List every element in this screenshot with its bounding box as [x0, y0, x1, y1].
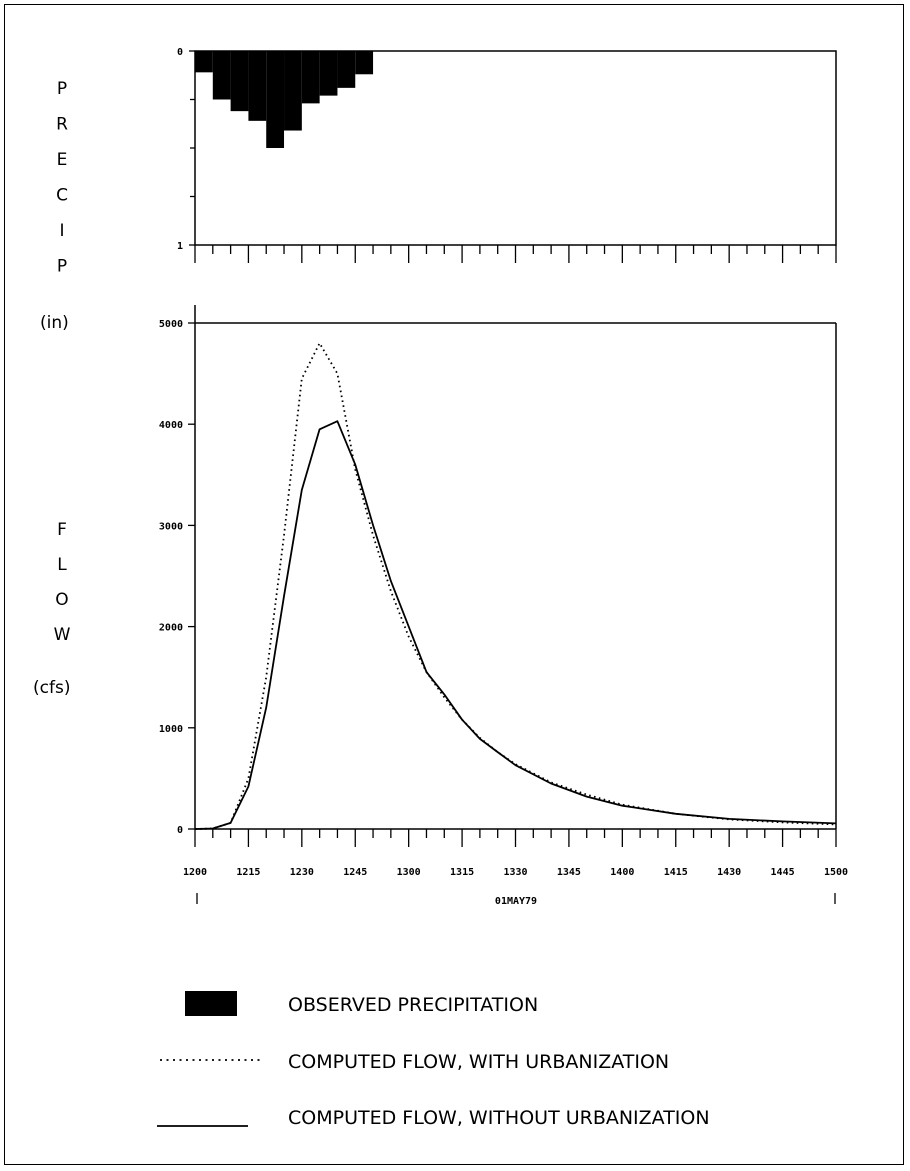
- flow-y-tick-label: 5000: [159, 319, 183, 330]
- flow-x-tick-label: 1445: [771, 867, 795, 878]
- legend-precip-swatch: [185, 991, 237, 1016]
- flow-y-tick-label: 1000: [159, 724, 183, 735]
- precip-bar: [355, 51, 374, 75]
- flow-unit-label: (cfs): [33, 678, 70, 698]
- flow-series-group: [194, 342, 837, 830]
- precip-y-tick-label: 0: [177, 47, 183, 58]
- flow-x-tick-label: 1400: [610, 867, 634, 878]
- precip-x-ticks: [194, 245, 837, 263]
- precip-panel: 01: [177, 47, 837, 263]
- flow-label-letter: L: [57, 555, 67, 575]
- precip-bar: [230, 51, 249, 112]
- flow-panel: 0 1000 2000 3000 4000 5000 1200 1215 1230 1245 13…: [159, 305, 848, 907]
- figure-frame: [4, 4, 904, 1165]
- flow-x-tick-label: 1230: [290, 867, 314, 878]
- precip-y-tick-label: 1: [177, 241, 183, 252]
- precip-y-ticks: 01: [177, 47, 195, 252]
- precip-bar: [212, 51, 231, 100]
- flow-x-tick-label: 1300: [397, 867, 421, 878]
- precip-label-letter: I: [59, 221, 64, 241]
- flow-label-letter: O: [55, 590, 68, 610]
- precip-axis-label: PRECIP: [56, 79, 68, 277]
- flow-y-ticks: 0 1000 2000 3000 4000 5000: [159, 319, 195, 836]
- flow-x-ticks: [194, 829, 837, 847]
- flow-x-tick-label: 1500: [824, 867, 848, 878]
- flow-x-tick-labels: 1200 1215 1230 1245 1300 1315 1330 1345 1400 1415…: [183, 867, 848, 878]
- flow-line-without-urbanization: [194, 420, 837, 830]
- legend-with-urbanization-label: COMPUTED FLOW, WITH URBANIZATION: [288, 1051, 669, 1073]
- flow-x-axis-label: 01MAY79: [495, 896, 537, 907]
- precip-bar: [266, 51, 285, 148]
- precip-bar: [319, 51, 338, 96]
- precip-bars: [195, 51, 374, 148]
- flow-y-tick-label: 4000: [159, 420, 183, 431]
- flow-axis-label: FLOW: [54, 520, 71, 645]
- legend-precip-label: OBSERVED PRECIPITATION: [288, 994, 538, 1016]
- flow-x-tick-label: 1415: [664, 867, 688, 878]
- flow-y-tick-label: 2000: [159, 623, 183, 634]
- flow-x-tick-label: 1345: [557, 867, 581, 878]
- flow-line-with-urbanization: [194, 342, 837, 830]
- precip-label-letter: E: [57, 150, 68, 170]
- legend-without-urbanization-label: COMPUTED FLOW, WITHOUT URBANIZATION: [288, 1107, 710, 1129]
- precip-bar: [248, 51, 267, 121]
- precip-unit-label: (in): [40, 313, 69, 333]
- precip-bar: [301, 51, 320, 104]
- precip-label-letter: C: [56, 186, 68, 206]
- flow-label-letter: F: [57, 520, 67, 540]
- flow-x-tick-label: 1215: [236, 867, 260, 878]
- flow-x-tick-label: 1315: [450, 867, 474, 878]
- flow-x-tick-label: 1430: [717, 867, 741, 878]
- precip-label-letter: P: [57, 257, 67, 277]
- precip-label-letter: R: [56, 115, 68, 135]
- precip-label-letter: P: [57, 79, 67, 99]
- legend: OBSERVED PRECIPITATION COMPUTED FLOW, WI…: [157, 991, 710, 1129]
- flow-x-tick-label: 1330: [503, 867, 527, 878]
- flow-x-tick-label: 1245: [343, 867, 367, 878]
- flow-y-tick-label: 0: [177, 825, 183, 836]
- precip-bar: [284, 51, 302, 131]
- flow-y-tick-label: 3000: [159, 521, 183, 532]
- precip-bar: [195, 51, 213, 73]
- precip-bar: [337, 51, 356, 88]
- flow-x-tick-label: 1200: [183, 867, 207, 878]
- flow-label-letter: W: [54, 625, 71, 645]
